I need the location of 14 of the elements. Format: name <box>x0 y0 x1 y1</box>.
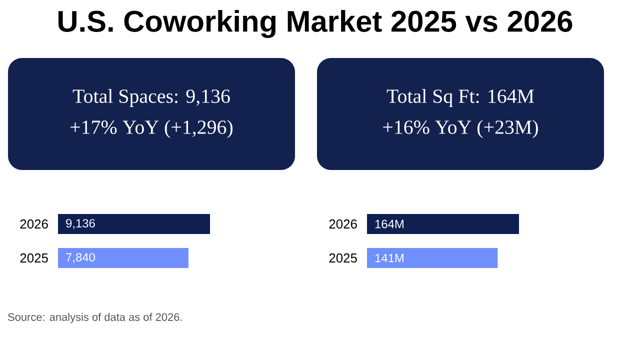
data-label: 141M <box>375 254 404 262</box>
chart-subtitle: +16% YoY (+23M) <box>383 120 538 138</box>
chart-title: Total Spaces: 9,136 <box>72 88 230 108</box>
text: U.S. Coworking Market 2025 vs 2026 <box>58 10 572 38</box>
y-tick-label: 2025 <box>329 253 357 263</box>
chart-subtitle: +17% YoY (+1,296) <box>70 120 233 138</box>
y-tick-label: 2025 <box>20 253 48 263</box>
y-tick-label: 2026 <box>329 219 357 229</box>
data-label: 9,136 <box>66 219 95 229</box>
data-label: 164M <box>375 220 404 228</box>
data-label: 7,840 <box>66 253 95 263</box>
chart-title: Total Sq Ft: 164M <box>386 88 534 108</box>
y-tick-label: 2026 <box>20 219 48 229</box>
source-note: Source: analysis of data as of 2026. <box>8 312 182 324</box>
